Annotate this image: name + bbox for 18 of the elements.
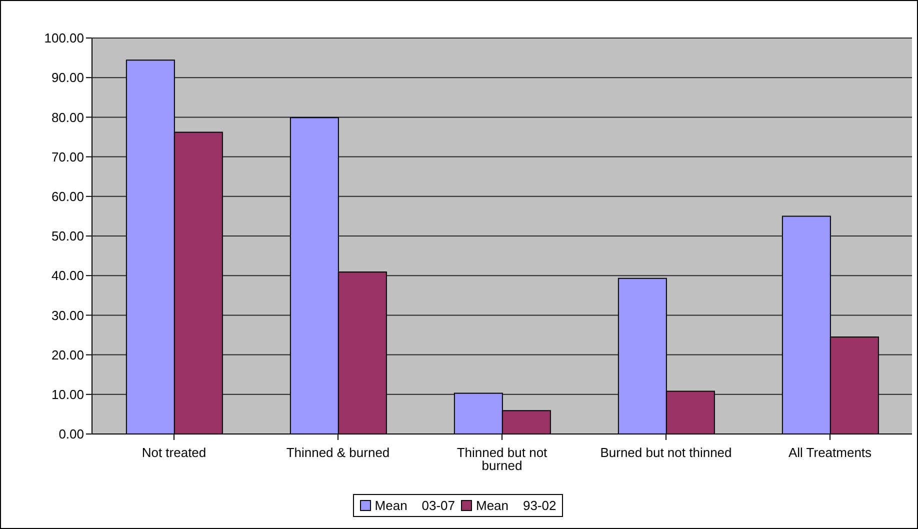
y-tick-label: 10.00 <box>51 387 84 402</box>
x-tick-label: Thinned but not burned <box>456 445 548 474</box>
x-tick-label: Not treated <box>142 445 206 460</box>
x-tick-label: Burned but not thinned <box>600 445 732 460</box>
legend-label: Mean 93-02 <box>476 498 556 513</box>
x-tick-label: Thinned & burned <box>286 445 390 460</box>
y-tick-label: 70.00 <box>51 149 84 164</box>
y-tick-label: 50.00 <box>51 228 84 244</box>
y-tick-label: 80.00 <box>51 110 84 125</box>
y-tick-label: 0.00 <box>58 426 84 442</box>
y-tick-label: 40.00 <box>51 268 84 284</box>
x-tick-label: All Treatments <box>788 445 872 460</box>
y-tick-label: 60.00 <box>51 189 84 204</box>
y-tick-label: 90.00 <box>51 70 84 86</box>
y-tick-label: 20.00 <box>51 347 84 362</box>
y-tick-label: 100.00 <box>44 30 84 46</box>
y-tick-label: 30.00 <box>51 308 84 323</box>
legend-label: Mean 03-07 <box>374 498 455 513</box>
